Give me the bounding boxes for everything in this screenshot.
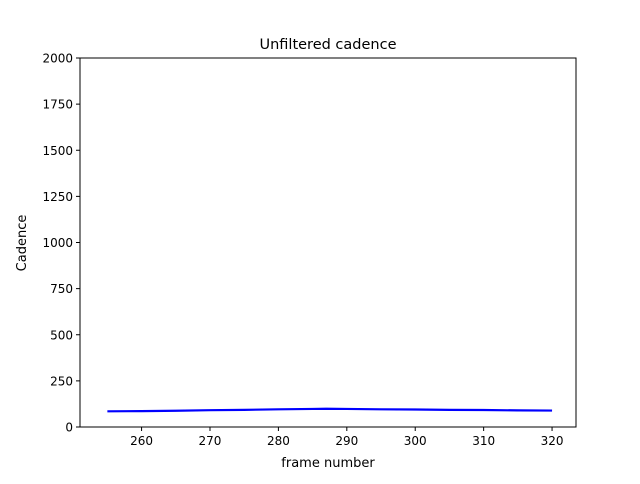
x-axis-label: frame number <box>281 456 375 471</box>
axes-group: 260 270 280 290 300 310 320 0 250 500 750 1000 1250 1… <box>42 52 577 448</box>
y-tick-label: 250 <box>50 374 73 388</box>
x-tick-label: 320 <box>541 434 564 448</box>
y-tick-label: 1250 <box>42 190 73 204</box>
x-tick-label: 290 <box>335 434 358 448</box>
y-tick-label: 500 <box>50 328 73 342</box>
x-tick-label: 280 <box>267 434 290 448</box>
y-tick-label: 750 <box>50 282 73 296</box>
plot-area <box>107 407 553 413</box>
x-tick-label: 300 <box>404 434 427 448</box>
x-tick-label: 260 <box>130 434 153 448</box>
y-axis-label: Cadence <box>15 215 30 272</box>
y-tick-label: 0 <box>65 421 73 435</box>
y-tick-label: 1750 <box>42 98 73 112</box>
x-tick-label: 270 <box>199 434 222 448</box>
y-tick-label: 1000 <box>42 236 73 250</box>
y-tick-label: 2000 <box>42 52 73 66</box>
chart-title: Unfiltered cadence <box>259 37 396 53</box>
x-tick-label: 310 <box>472 434 495 448</box>
series-line-0 <box>107 407 553 413</box>
y-tick-label: 1500 <box>42 144 73 158</box>
